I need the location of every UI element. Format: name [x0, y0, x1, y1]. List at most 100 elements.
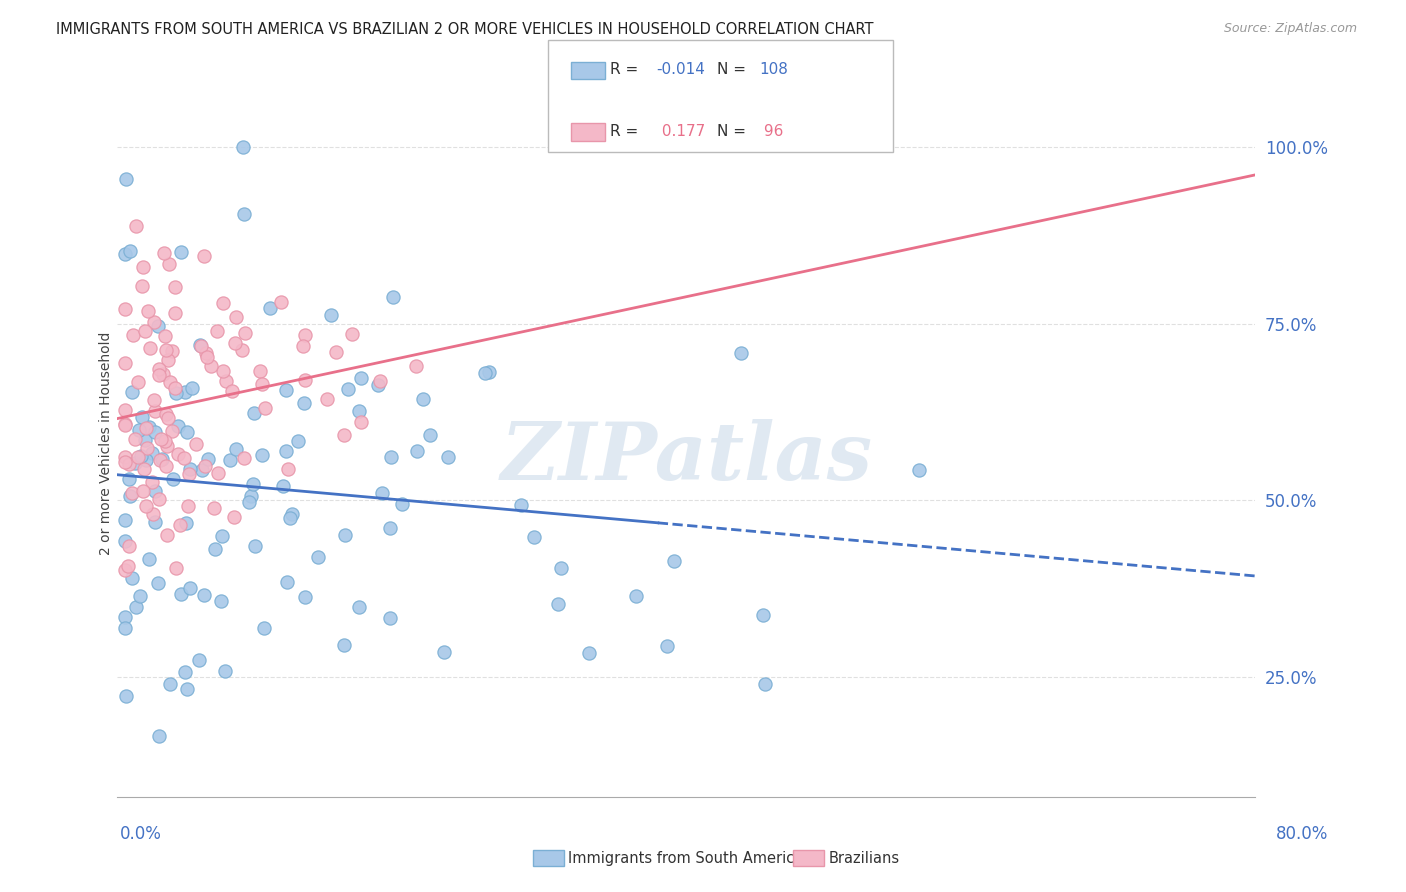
Point: [170, 245, 193, 260]
Point: [152, 367, 174, 381]
Point: [138, 419, 160, 434]
Point: [160, 425, 183, 439]
Point: [122, 327, 145, 342]
Point: [204, 542, 226, 557]
Point: [207, 466, 229, 480]
Point: [134, 434, 156, 448]
Point: [436, 450, 458, 465]
Point: [132, 462, 155, 476]
Point: [194, 459, 217, 474]
Text: R =: R =: [610, 62, 644, 77]
Point: [129, 450, 152, 464]
Point: [253, 401, 276, 416]
Point: [179, 581, 201, 595]
Point: [115, 689, 138, 703]
Point: [169, 517, 191, 532]
Point: [142, 392, 165, 407]
Point: [155, 458, 177, 473]
Point: [179, 461, 201, 475]
Text: N =: N =: [717, 62, 751, 77]
Point: [114, 356, 136, 370]
Point: [222, 509, 245, 524]
Point: [114, 563, 136, 577]
Point: [153, 434, 176, 448]
Point: [167, 447, 190, 461]
Point: [232, 450, 254, 465]
Text: Immigrants from South America: Immigrants from South America: [568, 851, 803, 865]
Point: [148, 368, 170, 382]
Point: [291, 339, 314, 353]
Point: [294, 590, 316, 604]
Point: [212, 296, 235, 310]
Point: [378, 611, 401, 625]
Point: [380, 450, 402, 464]
Point: [433, 645, 456, 659]
Point: [160, 343, 183, 358]
Point: [281, 507, 304, 521]
Point: [117, 472, 139, 486]
Point: [340, 326, 363, 341]
Point: [150, 451, 173, 466]
Point: [250, 377, 273, 392]
Point: [142, 315, 165, 329]
Point: [148, 575, 170, 590]
Point: [478, 365, 501, 379]
Point: [156, 411, 179, 425]
Point: [165, 279, 187, 293]
Point: [143, 425, 166, 439]
Point: [232, 140, 254, 154]
Point: [143, 515, 166, 529]
Point: [136, 304, 159, 318]
Point: [294, 373, 316, 387]
Point: [157, 353, 180, 368]
Point: [239, 489, 262, 503]
Point: [368, 374, 391, 388]
Point: [132, 484, 155, 499]
Point: [165, 381, 187, 395]
Point: [294, 328, 316, 343]
Point: [209, 594, 232, 608]
Point: [523, 530, 546, 544]
Point: [138, 552, 160, 566]
Point: [238, 495, 260, 509]
Point: [624, 590, 647, 604]
Point: [114, 450, 136, 464]
Point: [200, 359, 222, 374]
Point: [212, 364, 235, 378]
Point: [114, 417, 136, 432]
Point: [159, 257, 181, 271]
Point: [195, 345, 218, 359]
Point: [176, 516, 198, 531]
Point: [315, 392, 337, 406]
Point: [193, 249, 215, 263]
Point: [121, 384, 143, 399]
Point: [474, 366, 496, 380]
Point: [280, 510, 302, 524]
Point: [135, 499, 157, 513]
Point: [114, 302, 136, 317]
Point: [153, 328, 176, 343]
Point: [249, 364, 271, 378]
Point: [135, 421, 157, 435]
Point: [188, 653, 211, 667]
Text: Source: ZipAtlas.com: Source: ZipAtlas.com: [1223, 22, 1357, 36]
Point: [153, 246, 176, 260]
Point: [578, 646, 600, 660]
Point: [115, 171, 138, 186]
Point: [662, 554, 685, 568]
Point: [148, 492, 170, 507]
Point: [179, 467, 201, 482]
Point: [550, 561, 572, 575]
Point: [197, 452, 219, 467]
Point: [193, 588, 215, 602]
Point: [180, 381, 202, 395]
Point: [135, 453, 157, 467]
Point: [259, 301, 281, 316]
Point: [225, 310, 247, 324]
Point: [162, 472, 184, 486]
Point: [371, 485, 394, 500]
Text: 80.0%: 80.0%: [1277, 825, 1329, 843]
Point: [114, 454, 136, 468]
Point: [142, 507, 165, 521]
Point: [273, 478, 295, 492]
